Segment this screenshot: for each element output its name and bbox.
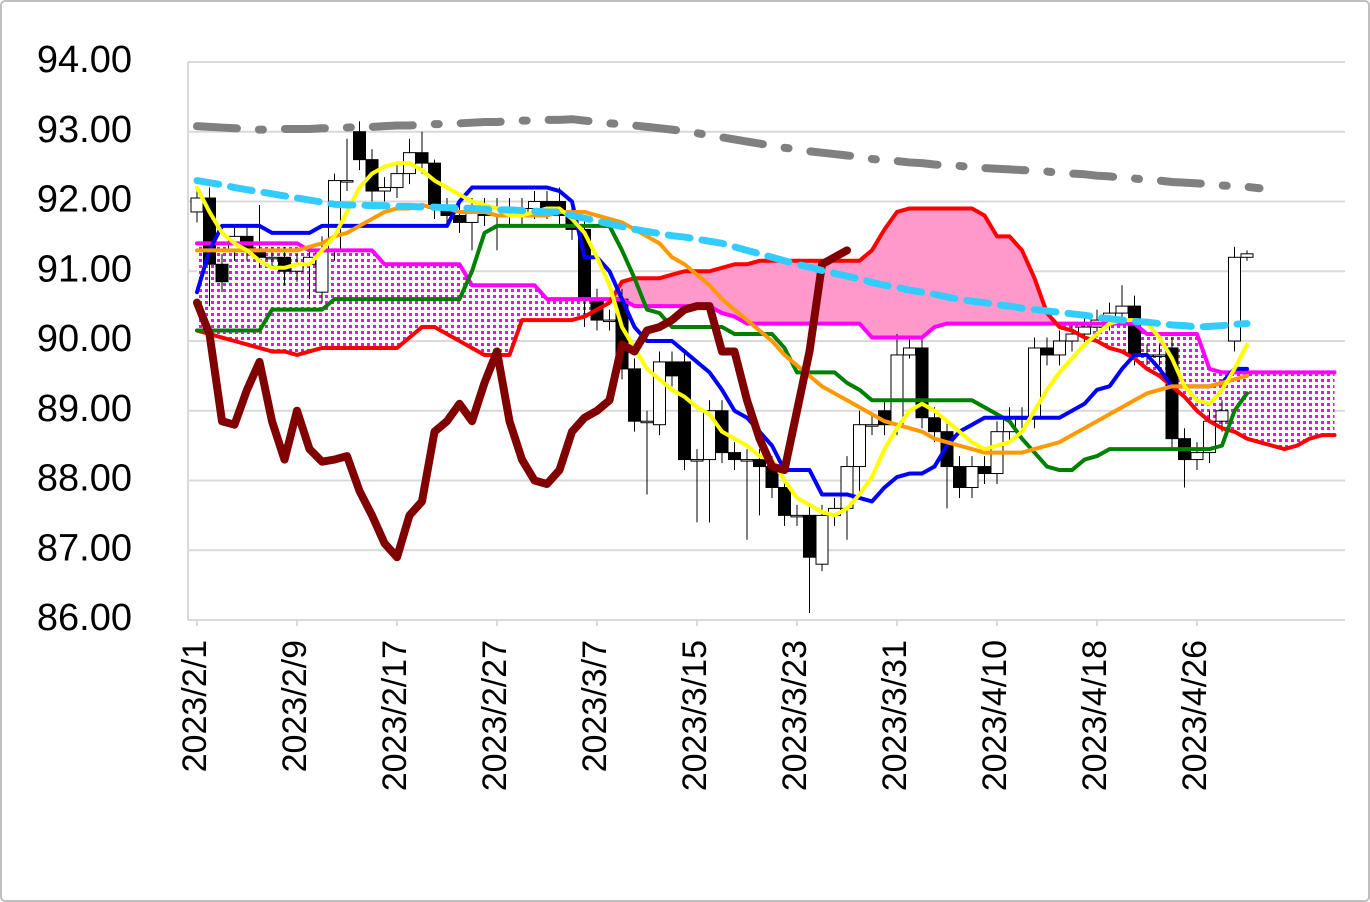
candle-body — [753, 459, 766, 468]
series-line — [193, 246, 851, 562]
candle-body — [928, 417, 941, 433]
y-tick-label: 87.00 — [37, 527, 132, 569]
candle-body — [390, 173, 404, 189]
x-tick-label: 2023/2/1 — [176, 640, 214, 772]
candle-body — [378, 187, 391, 192]
y-tick-label: 89.00 — [37, 388, 132, 430]
candle-body — [603, 319, 616, 323]
candle-body — [1240, 253, 1254, 258]
y-tick-label: 94.00 — [37, 39, 132, 81]
candle-body — [528, 201, 541, 209]
y-tick-label: 92.00 — [37, 179, 132, 221]
y-tick-label: 88.00 — [37, 458, 132, 500]
candle-body — [803, 514, 816, 558]
candle-body — [978, 466, 991, 475]
y-tick-label: 86.00 — [37, 597, 132, 639]
candle-body — [853, 424, 866, 468]
series-line — [195, 206, 1337, 452]
series-line — [195, 161, 1249, 518]
candle-body — [678, 361, 691, 461]
candle-body — [1040, 347, 1054, 356]
candle-body — [965, 466, 979, 488]
series-line — [193, 115, 1264, 193]
candle-body — [1128, 305, 1141, 356]
candle-body — [1228, 256, 1241, 342]
candle-body — [728, 452, 741, 461]
candle-body — [428, 162, 441, 209]
candle-body — [453, 214, 466, 223]
candle-body — [1115, 305, 1129, 314]
candle-body — [1215, 410, 1229, 422]
candle-body — [1190, 452, 1204, 461]
candle-body — [215, 263, 229, 283]
candle-body — [265, 256, 279, 260]
candle-body — [653, 361, 666, 426]
x-tick-label: 2023/4/10 — [976, 640, 1014, 791]
candle-body — [353, 131, 366, 161]
series-line — [195, 202, 1249, 455]
candle-body — [415, 152, 429, 164]
candle-body — [865, 424, 879, 427]
series-line — [195, 241, 1337, 375]
candle-body — [953, 466, 966, 488]
candle-body — [665, 361, 679, 377]
y-tick-label: 93.00 — [37, 109, 132, 151]
candle-body — [628, 368, 641, 422]
x-tick-label: 2023/3/7 — [576, 640, 614, 772]
x-tick-label: 2023/2/9 — [276, 640, 314, 772]
x-tick-label: 2023/4/26 — [1176, 640, 1214, 791]
candle-body — [1078, 326, 1091, 335]
candle-body — [1053, 340, 1066, 356]
x-tick-label: 2023/3/15 — [676, 640, 714, 791]
candle-body — [640, 420, 654, 424]
series-line — [195, 185, 1249, 504]
candle-body — [778, 486, 791, 516]
candle-body — [340, 180, 354, 183]
candle-body — [790, 514, 804, 518]
candle-body — [903, 347, 916, 356]
candle-body — [740, 459, 754, 462]
x-tick-label: 2023/2/27 — [476, 640, 514, 791]
candle-body — [815, 514, 829, 565]
series-line — [195, 223, 1249, 473]
y-tick-label: 90.00 — [37, 318, 132, 360]
x-tick-label: 2023/4/18 — [1076, 640, 1114, 791]
series-line — [193, 177, 1251, 331]
candle-body — [890, 354, 904, 426]
x-tick-label: 2023/2/17 — [376, 640, 414, 791]
x-tick-label: 2023/3/23 — [776, 640, 814, 791]
y-tick-label: 91.00 — [37, 248, 132, 290]
x-tick-label: 2023/3/31 — [876, 640, 914, 791]
candle-body — [1153, 354, 1166, 357]
candle-body — [1065, 333, 1079, 342]
candle-body — [690, 459, 704, 462]
